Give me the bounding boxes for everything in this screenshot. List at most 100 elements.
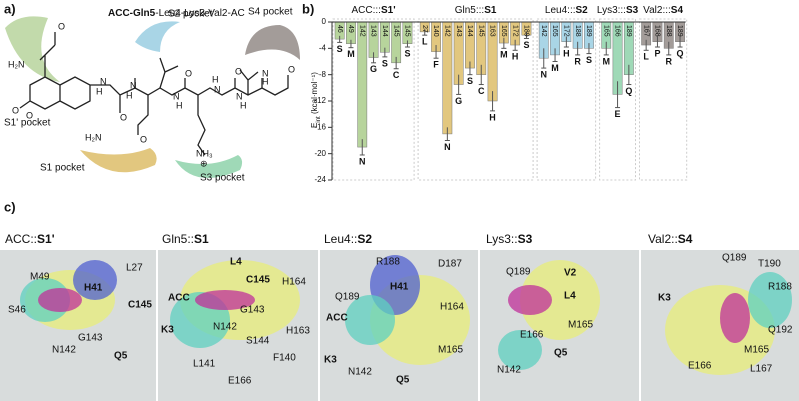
atom-label: N: [262, 68, 269, 78]
panel-label: c): [4, 199, 16, 214]
residue-number: 165: [551, 25, 558, 37]
panel-pocket: S2: [357, 232, 372, 246]
residue-number: 163: [489, 25, 496, 37]
panel-name: Val2::: [648, 232, 678, 246]
pocket-label: S3 pocket: [200, 173, 245, 184]
panel-title: Gln5::S1: [162, 232, 209, 246]
residue-label: N142: [213, 322, 237, 333]
residue-number: 165: [602, 25, 609, 37]
atom-label: N: [173, 91, 180, 101]
residue-label: S144: [246, 336, 270, 347]
surface-blob: [345, 295, 395, 345]
surface-blob: [748, 272, 792, 328]
residue-letter: S: [586, 55, 592, 65]
residue-label: Q189: [722, 253, 747, 264]
atom-label: N: [130, 80, 137, 90]
residue-label: E166: [228, 376, 252, 387]
panel-label: a): [4, 1, 16, 16]
residue-letter: E: [615, 109, 621, 119]
panel-title: ACC::S1': [5, 232, 55, 246]
residue-label: M49: [30, 272, 50, 283]
residue-letter: R: [666, 56, 673, 66]
residue-letter: H: [512, 52, 519, 62]
residue-label: K3: [658, 293, 671, 304]
group-frame: [332, 18, 415, 181]
group-pocket: S1: [484, 5, 497, 16]
atom-label: O: [185, 68, 192, 78]
residue-letter: M: [551, 63, 559, 73]
title-bold: ACC-Gln5: [108, 8, 156, 19]
y-tick-label: -8: [319, 70, 327, 79]
group-frame: [536, 18, 597, 181]
residue-label: N142: [497, 365, 521, 376]
surface-blob: [38, 288, 82, 312]
residue-letter: S: [382, 58, 388, 68]
pocket-shape: [135, 21, 180, 52]
residue-label: S46: [8, 305, 26, 316]
residue-label: D187: [438, 259, 462, 270]
panel-name: Lys3::: [486, 232, 518, 246]
residue-letter: C: [393, 70, 400, 80]
surface-blob: [73, 260, 117, 300]
residue-number: 143: [455, 25, 462, 37]
residue-letter: L: [643, 52, 649, 62]
residue-label: N142: [52, 345, 76, 356]
atom-label: ⊕: [200, 158, 208, 168]
residue-number: 167: [642, 25, 649, 37]
residue-number: 188: [665, 25, 672, 37]
y-tick-label: 0: [322, 17, 327, 26]
residue-letter: C: [478, 86, 485, 96]
panel-title: Leu4::S2: [324, 232, 372, 246]
group-pocket: S4: [671, 5, 684, 16]
atom-label: H: [240, 100, 247, 110]
residue-label: K3: [324, 355, 337, 366]
pocket-label: S2 pocket: [168, 9, 213, 20]
atom-label: H: [126, 90, 133, 100]
y-tick-label: -20: [314, 149, 326, 158]
atom-label: O: [235, 66, 242, 76]
residue-label: H164: [440, 302, 464, 313]
residue-letter: P: [654, 48, 660, 58]
residue-letter: S: [337, 44, 343, 54]
surface-blob: [720, 293, 750, 343]
residue-number: 189: [625, 25, 632, 37]
pocket-label: S1' pocket: [4, 118, 51, 129]
residue-label: H164: [282, 277, 306, 288]
residue-number: 144: [381, 25, 388, 37]
pocket-shape: [245, 25, 300, 60]
residue-letter: L: [422, 37, 428, 47]
surface-blob: [195, 290, 255, 310]
group-pocket: S1': [381, 5, 396, 16]
residue-letter: Q: [677, 48, 684, 58]
residue-number: 189: [676, 25, 683, 37]
atom-label: O: [140, 134, 147, 144]
atom-label: H₂N: [8, 59, 25, 69]
atom-label: H: [262, 76, 269, 86]
structure: [5, 16, 300, 178]
panel-name: Leu4::: [324, 232, 357, 246]
residue-label: E166: [688, 361, 712, 372]
panel-pocket: S1': [37, 232, 55, 246]
y-tick-label: -24: [314, 175, 326, 184]
residue-label: V2: [564, 268, 577, 279]
residue-label: H41: [390, 282, 409, 293]
panel-title: Val2::S4: [648, 232, 693, 246]
panel-name: Gln5::: [162, 232, 194, 246]
group-name: Val2:::: [643, 5, 671, 16]
group-name: ACC:::: [352, 5, 381, 16]
residue-label: N142: [348, 367, 372, 378]
residue-label: ACC: [326, 313, 348, 324]
residue-label: C145: [128, 300, 152, 311]
atom-label: O: [288, 64, 295, 74]
residue-letter: H: [489, 112, 496, 122]
residue-letter: S: [467, 76, 473, 86]
panel-name: ACC::: [5, 232, 37, 246]
residue-number: 166: [614, 25, 621, 37]
group-title: ACC:::S1': [352, 5, 396, 16]
residue-number: 189: [585, 25, 592, 37]
atom-label: N: [100, 76, 107, 86]
pocket-shape: [175, 155, 243, 178]
residue-number: 143: [370, 25, 377, 37]
residue-letter: F: [433, 60, 439, 70]
panel-pocket: S1: [194, 232, 209, 246]
